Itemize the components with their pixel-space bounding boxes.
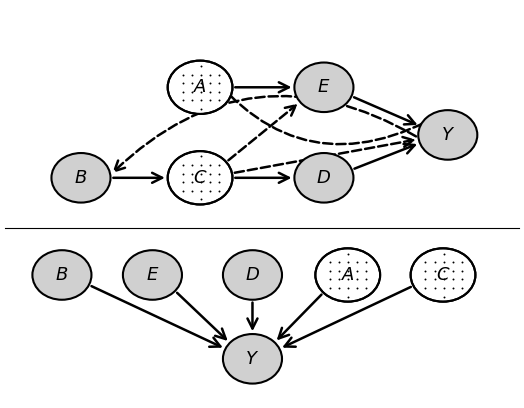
Ellipse shape [168, 151, 233, 204]
Text: $B$: $B$ [74, 169, 88, 187]
Text: $A$: $A$ [193, 78, 207, 96]
Text: $E$: $E$ [146, 266, 159, 284]
Text: $E$: $E$ [317, 78, 331, 96]
Ellipse shape [411, 248, 475, 302]
Text: $A$: $A$ [341, 266, 355, 284]
Ellipse shape [223, 250, 282, 300]
Ellipse shape [418, 110, 477, 160]
Ellipse shape [315, 248, 380, 302]
Text: $C$: $C$ [193, 169, 208, 187]
Text: $B$: $B$ [56, 266, 69, 284]
Text: $D$: $D$ [316, 169, 331, 187]
Ellipse shape [51, 153, 111, 202]
Ellipse shape [294, 62, 354, 112]
Ellipse shape [223, 334, 282, 384]
Ellipse shape [294, 153, 354, 202]
Ellipse shape [32, 250, 92, 300]
Ellipse shape [168, 61, 233, 114]
Text: $Y$: $Y$ [441, 126, 455, 144]
Text: $D$: $D$ [245, 266, 260, 284]
Text: $C$: $C$ [436, 266, 450, 284]
Ellipse shape [123, 250, 182, 300]
Text: $Y$: $Y$ [245, 350, 259, 368]
